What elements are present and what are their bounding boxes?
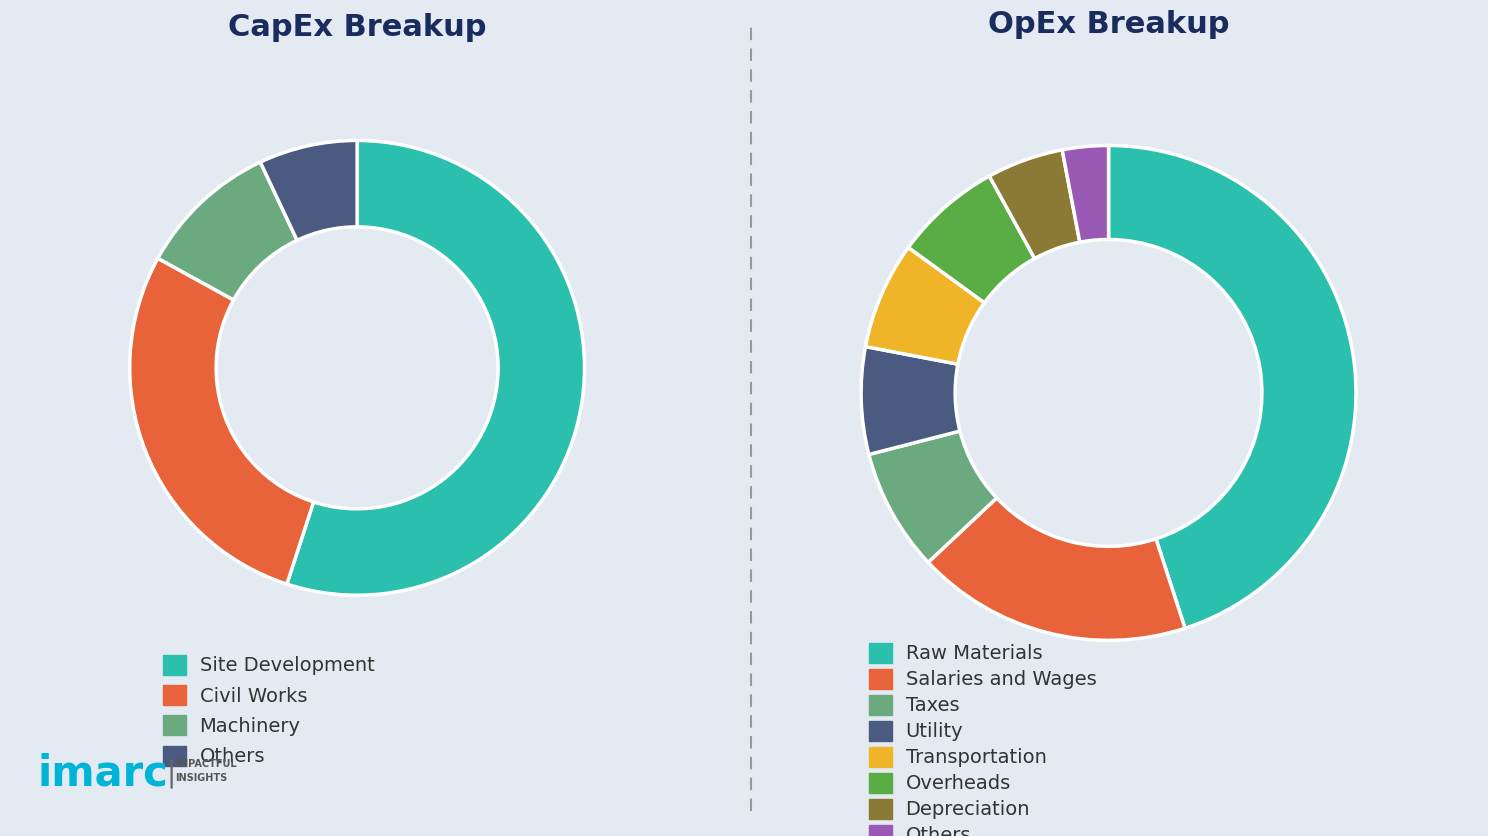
Wedge shape [990,150,1080,258]
Title: CapEx Breakup: CapEx Breakup [228,13,487,42]
Wedge shape [1062,145,1109,242]
Wedge shape [866,247,985,364]
Wedge shape [287,140,585,595]
Title: OpEx Breakup: OpEx Breakup [988,10,1229,39]
Legend: Raw Materials, Salaries and Wages, Taxes, Utility, Transportation, Overheads, De: Raw Materials, Salaries and Wages, Taxes… [862,635,1104,836]
Wedge shape [1109,145,1356,629]
Wedge shape [129,258,314,584]
Wedge shape [929,498,1184,640]
Wedge shape [158,162,298,300]
Text: imarc: imarc [37,752,168,794]
Text: IMPACTFUL
INSIGHTS: IMPACTFUL INSIGHTS [176,759,237,782]
Wedge shape [260,140,357,240]
Legend: Site Development, Civil Works, Machinery, Others: Site Development, Civil Works, Machinery… [155,647,382,774]
Wedge shape [908,176,1034,303]
Wedge shape [862,347,960,455]
Wedge shape [869,431,997,563]
Text: |: | [167,759,176,788]
